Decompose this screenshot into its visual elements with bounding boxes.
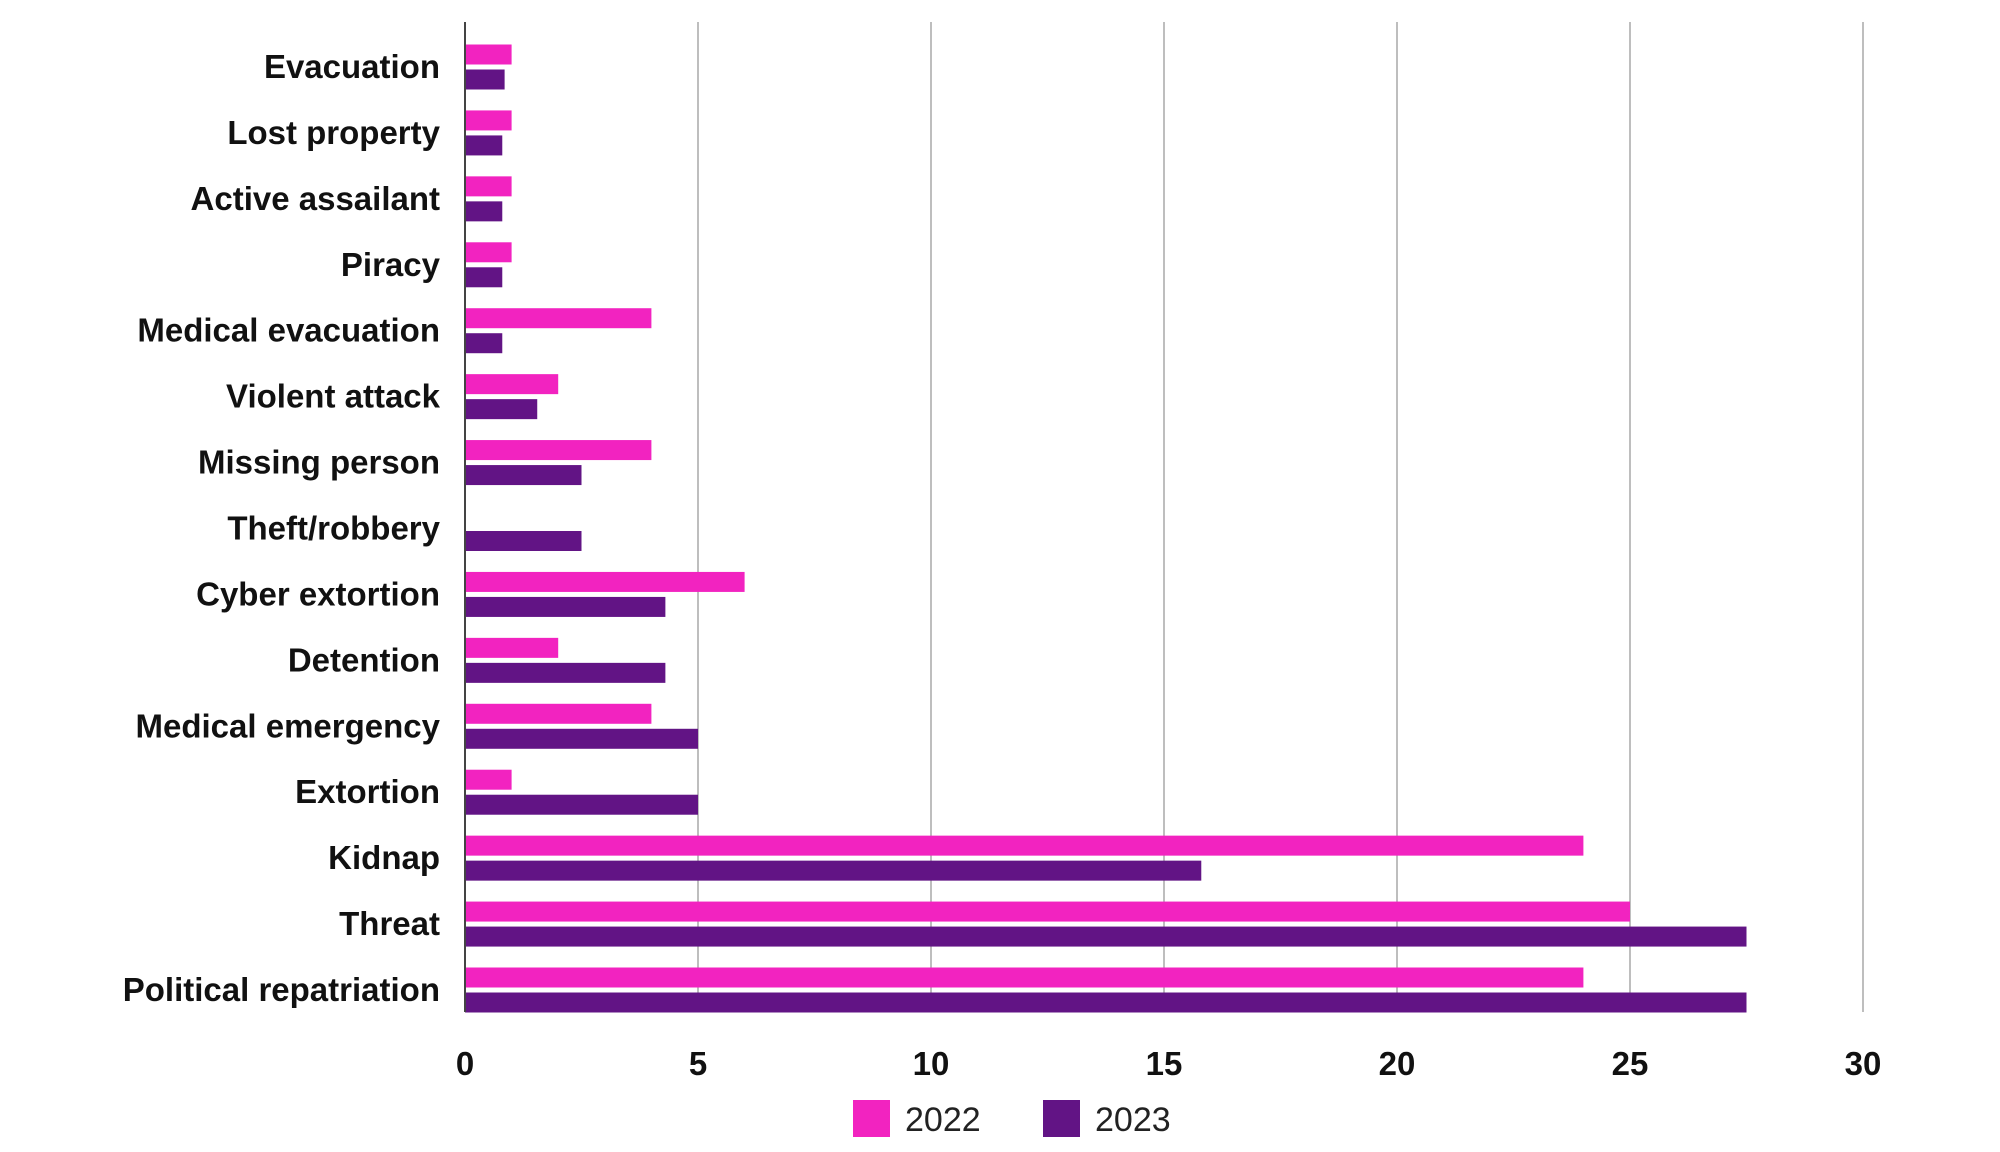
x-tick-label: 25	[1612, 1045, 1649, 1082]
bar-2022-piracy	[465, 242, 512, 263]
x-tick-label: 15	[1146, 1045, 1183, 1082]
bar-2022-extortion	[465, 769, 512, 790]
bar-2023-active-assailant	[465, 201, 503, 222]
category-label: Theft/robbery	[227, 510, 440, 547]
category-label: Piracy	[341, 246, 441, 283]
category-label: Missing person	[198, 444, 440, 481]
category-label: Extortion	[295, 773, 440, 810]
bar-2023-theft-robbery	[465, 531, 582, 551]
bar-2023-kidnap	[465, 860, 1202, 881]
bar-2022-kidnap	[465, 835, 1584, 856]
legend-swatch-2022	[853, 1100, 890, 1137]
bar-2022-threat	[465, 901, 1630, 922]
legend-label-2022: 2022	[905, 1101, 981, 1139]
bar-2023-evacuation	[465, 69, 505, 90]
bar-2023-violent-attack	[465, 399, 538, 420]
bar-2022-medical-evacuation	[465, 308, 652, 329]
legend-swatch-2023	[1043, 1100, 1080, 1137]
category-label: Threat	[339, 905, 440, 942]
category-label: Medical evacuation	[137, 312, 440, 349]
category-label: Violent attack	[226, 378, 441, 415]
bar-2023-threat	[465, 926, 1747, 947]
category-label: Medical emergency	[136, 707, 441, 744]
x-tick-label: 30	[1845, 1045, 1882, 1082]
x-tick-labels: 0 5 10 15 20 25 30	[456, 1045, 1882, 1082]
bar-2022-detention	[465, 637, 559, 658]
x-tick-label: 10	[913, 1045, 950, 1082]
category-label: Lost property	[227, 114, 440, 151]
bar-2022-cyber-extortion	[465, 571, 745, 592]
bar-2022-evacuation	[465, 44, 512, 65]
category-label: Kidnap	[328, 839, 440, 876]
bar-2023-detention	[465, 662, 666, 683]
bar-2023-medical-emergency	[465, 728, 698, 749]
bar-2023-lost-property	[465, 135, 503, 156]
bar-2023-piracy	[465, 267, 503, 288]
bar-2022-active-assailant	[465, 176, 512, 197]
x-tick-label: 5	[689, 1045, 707, 1082]
bar-2023-cyber-extortion	[465, 596, 666, 617]
bar-2022-violent-attack	[465, 374, 559, 395]
category-labels: Evacuation Lost property Active assailant P…	[123, 48, 441, 1008]
legend: 2022 2023	[853, 1100, 1171, 1139]
bar-2022-political-repatriation	[465, 967, 1584, 988]
bar-2022-lost-property	[465, 110, 512, 131]
legend-label-2023: 2023	[1095, 1101, 1171, 1139]
bar-2022-missing-person	[465, 440, 652, 461]
category-label: Active assailant	[191, 180, 440, 217]
x-tick-label: 20	[1379, 1045, 1416, 1082]
bar-2022-medical-emergency	[465, 703, 652, 724]
bar-2023-political-repatriation	[465, 992, 1747, 1013]
bar-2023-medical-evacuation	[465, 333, 503, 354]
category-label: Evacuation	[264, 48, 440, 85]
x-tick-label: 0	[456, 1045, 474, 1082]
bar-2023-missing-person	[465, 465, 582, 486]
category-label: Detention	[288, 641, 440, 678]
bars	[465, 44, 1747, 1013]
bar-2023-extortion	[465, 794, 698, 815]
category-label: Cyber extortion	[196, 575, 440, 612]
category-label: Political repatriation	[123, 971, 440, 1008]
